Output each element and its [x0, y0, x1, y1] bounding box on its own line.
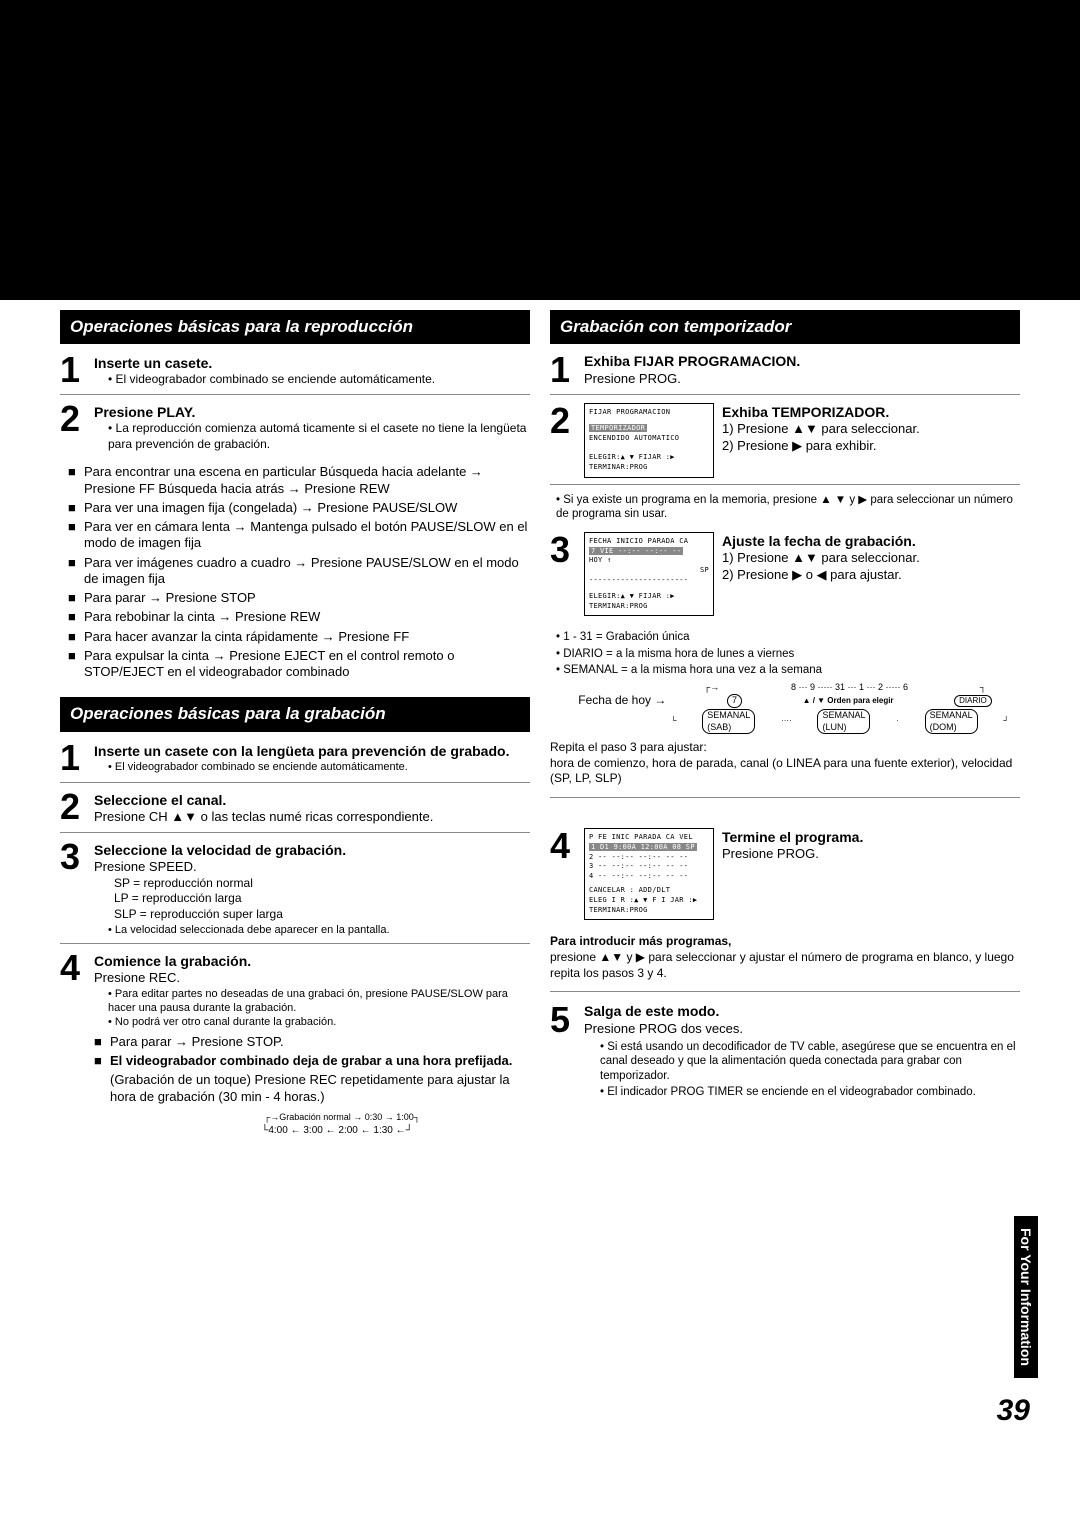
timer-step-2: 2 FIJAR PROGRAMACION TEMPORIZADOR ENCEND… — [550, 403, 1020, 485]
section-header-timer: Grabación con temporizador — [550, 310, 1020, 344]
step-number: 2 — [60, 789, 94, 826]
timer-step-3: 3 FECHA INICIO PARADA CA 7 VIE --:-- --:… — [550, 532, 1020, 623]
step-note: El indicador PROG TIMER se enciende en e… — [590, 1085, 1020, 1099]
record-step-2: 2 Seleccione el canal. Presione CH ▲▼ o … — [60, 789, 530, 833]
step-note: El videograbador combinado se enciende a… — [94, 372, 530, 388]
step-note: No podrá ver otro canal durante la graba… — [94, 1015, 530, 1029]
step-number: 5 — [550, 1002, 584, 1101]
step-text: Presione PROG dos veces. — [584, 1021, 1020, 1038]
step-title: Inserte un casete. — [94, 354, 530, 372]
step-title: Seleccione el canal. — [94, 791, 530, 809]
step-note: 1 - 31 = Grabación única — [556, 630, 1020, 644]
speed-line: SP = reproducción normal — [114, 876, 530, 892]
bullet-text: Para parar → Presione STOP — [84, 590, 256, 606]
bullet-text: Para ver imágenes cuadro a cuadro → Pres… — [84, 555, 530, 588]
bullet-text: Para rebobinar la cinta → Presione REW — [84, 609, 320, 625]
timeline-top: Grabación normal → 0:30 → 1:00 — [279, 1112, 414, 1122]
side-tab: For Your Information — [1014, 1216, 1038, 1378]
record-step-4: 4 Comience la grabación. Presione REC. P… — [60, 950, 530, 1143]
step-text: Presione PROG. — [722, 846, 1020, 863]
sub-title: El videograbador combinado deja de graba… — [110, 1053, 512, 1069]
step-number: 3 — [550, 532, 584, 617]
step-title: Seleccione la velocidad de grabación. — [94, 841, 530, 859]
osd-display: FIJAR PROGRAMACION TEMPORIZADOR ENCENDID… — [584, 403, 714, 478]
step-text: Presione SPEED. — [94, 859, 530, 876]
step-line: 1) Presione ▲▼ para seleccionar. — [722, 550, 1020, 567]
fecha-label: Fecha de hoy → — [578, 693, 666, 709]
bullet-text: Para expulsar la cinta → Presione EJECT … — [84, 648, 530, 681]
page-number: 39 — [997, 1394, 1030, 1428]
step-title: Exhiba FIJAR PROGRAMACION. — [584, 353, 800, 369]
osd-display: FECHA INICIO PARADA CA 7 VIE --:-- --:--… — [584, 532, 714, 617]
step-text: Presione REC. — [94, 970, 530, 987]
timer-step-4: 4 P FE INIC PARADA CA VEL 1 D1 9:00A 12:… — [550, 828, 1020, 926]
record-step-3: 3 Seleccione la velocidad de grabación. … — [60, 839, 530, 944]
record-step-1: 1 Inserte un casete con la lengüeta para… — [60, 740, 530, 783]
step-number: 3 — [60, 839, 94, 937]
step-title: Termine el programa. — [722, 828, 1020, 846]
speed-line: LP = reproducción larga — [114, 891, 530, 907]
top-black-bar — [0, 0, 1080, 300]
bullet-text: Para encontrar una escena en particular … — [84, 464, 530, 497]
step-title: Exhiba TEMPORIZADOR. — [722, 403, 1020, 421]
repeat-text-2: hora de comienzo, hora de parada, canal … — [550, 756, 1020, 787]
speed-line: SLP = reproducción super larga — [114, 907, 530, 923]
timer-step-5: 5 Salga de este modo. Presione PROG dos … — [550, 1002, 1020, 1107]
playback-step-1: 1 Inserte un casete. El videograbador co… — [60, 352, 530, 395]
step-number: 2 — [60, 401, 94, 452]
playback-step-2: 2 Presione PLAY. La reproducción comienz… — [60, 401, 530, 458]
step-line: 1) Presione ▲▼ para seleccionar. — [722, 421, 1020, 438]
step-note: Si ya existe un programa en la memoria, … — [556, 493, 1020, 522]
step-number: 4 — [60, 950, 94, 1137]
page-content: Operaciones básicas para la reproducción… — [0, 310, 1080, 1149]
repeat-text: Repita el paso 3 para ajustar: — [550, 740, 1020, 756]
section-header-playback: Operaciones básicas para la reproducción — [60, 310, 530, 344]
step-number: 1 — [550, 352, 584, 388]
more-programs-text: presione ▲▼ y ▶ para seleccionar y ajust… — [550, 950, 1020, 981]
bullet-text: Para ver en cámara lenta → Mantenga puls… — [84, 519, 530, 552]
step-title: Presione PLAY. — [94, 403, 530, 421]
step-text: Presione CH ▲▼ o las teclas numé ricas c… — [94, 809, 530, 826]
step-note: Para editar partes no deseadas de una gr… — [94, 987, 530, 1016]
more-programs-title: Para introducir más programas, — [550, 934, 731, 948]
step-note: Si está usando un decodificador de TV ca… — [590, 1040, 1020, 1083]
osd-display: P FE INIC PARADA CA VEL 1 D1 9:00A 12:00… — [584, 828, 714, 920]
step-number: 1 — [60, 740, 94, 776]
step-number: 1 — [60, 352, 94, 388]
left-column: Operaciones básicas para la reproducción… — [60, 310, 530, 1149]
step-title: Salga de este modo. — [584, 1003, 719, 1019]
timer-step-1: 1 Exhiba FIJAR PROGRAMACION. Presione PR… — [550, 352, 1020, 395]
step-text: Presione PROG. — [584, 371, 1020, 388]
step-number: 4 — [550, 828, 584, 920]
bullet-text: Para hacer avanzar la cinta rápidamente … — [84, 629, 409, 645]
step-line: 2) Presione ▶ o ◀ para ajustar. — [722, 567, 1020, 584]
step-note: El videograbador combinado se enciende a… — [94, 760, 530, 774]
step-line: 2) Presione ▶ para exhibir. — [722, 438, 1020, 455]
right-column: Grabación con temporizador 1 Exhiba FIJA… — [550, 310, 1020, 1149]
date-timeline: ┌→8 ··· 9 ····· 31 ··· 1 ··· 2 ····· 6┐ … — [550, 682, 1020, 735]
playback-bullet-list: ■Para encontrar una escena en particular… — [60, 464, 530, 680]
step-title: Comience la grabación. — [94, 952, 530, 970]
step-title: Ajuste la fecha de grabación. — [722, 532, 1020, 550]
step-note: La reproducción comienza automá ticament… — [94, 421, 530, 452]
section-header-record: Operaciones básicas para la grabación — [60, 697, 530, 731]
bullet-text: Para ver una imagen fija (congelada) → P… — [84, 500, 457, 516]
step-title: Inserte un casete con la lengüeta para p… — [94, 742, 530, 760]
timeline-bot: 4:00 ← 3:00 ← 2:00 ← 1:30 ← — [268, 1125, 405, 1136]
step-note: SEMANAL = a la misma hora una vez a la s… — [556, 663, 1020, 677]
step-number: 2 — [550, 403, 584, 478]
sub-text: (Grabación de un toque) Presione REC rep… — [94, 1072, 530, 1106]
step-note: DIARIO = a la misma hora de lunes a vier… — [556, 647, 1020, 661]
stop-text: Para parar → Presione STOP. — [110, 1034, 284, 1050]
step-note: La velocidad seleccionada debe aparecer … — [94, 923, 530, 937]
